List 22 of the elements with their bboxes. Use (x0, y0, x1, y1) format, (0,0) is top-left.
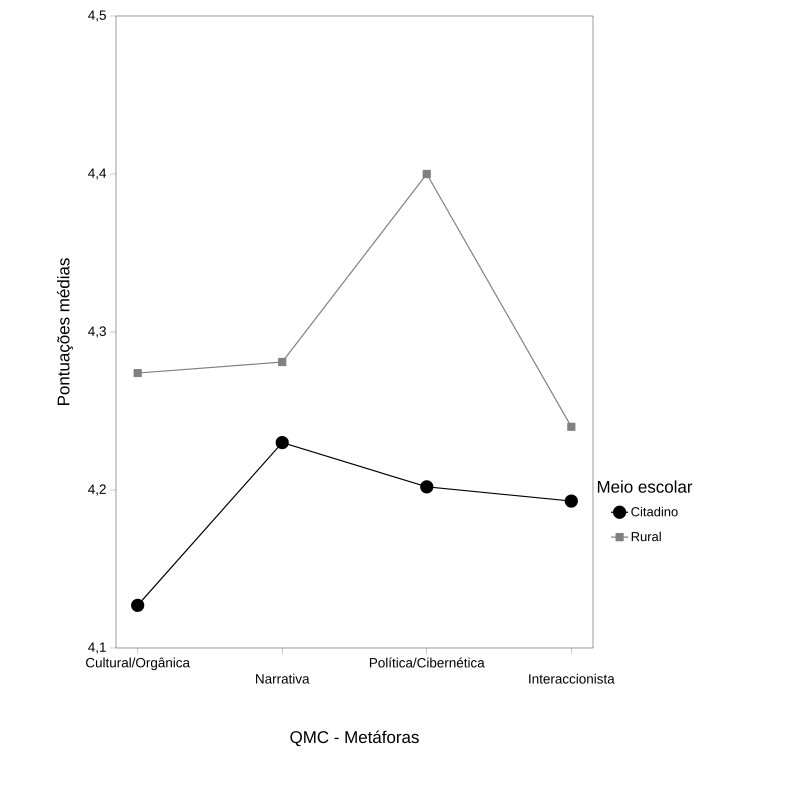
y-axis-title: Pontuações médias (56, 258, 73, 405)
legend-label: Citadino (631, 506, 678, 516)
legend-title: Meio escolar (598, 480, 692, 493)
x-axis-title: QMC - Metáforas (290, 730, 419, 746)
point (276, 436, 289, 450)
y-tick-label: 4,5 (88, 10, 106, 22)
x-tick-label: Narrativa (256, 674, 310, 684)
legend-label: Rural (632, 532, 661, 542)
point (278, 358, 286, 366)
point (420, 480, 434, 494)
y-tick-label: 4,2 (88, 484, 106, 496)
y-tick-label: 4,4 (88, 168, 106, 180)
point (564, 494, 578, 508)
point (134, 368, 142, 378)
x-tick-label: Política/Cibernética (370, 658, 485, 668)
point (422, 170, 431, 178)
y-tick-label: 4,1 (88, 642, 106, 654)
point (131, 598, 144, 612)
x-tick-label: Interaccionista (529, 674, 615, 684)
y-tick-label: 4,3 (88, 326, 106, 338)
point (567, 422, 576, 431)
x-tick-label: Cultural/Orgânica (86, 658, 190, 670)
